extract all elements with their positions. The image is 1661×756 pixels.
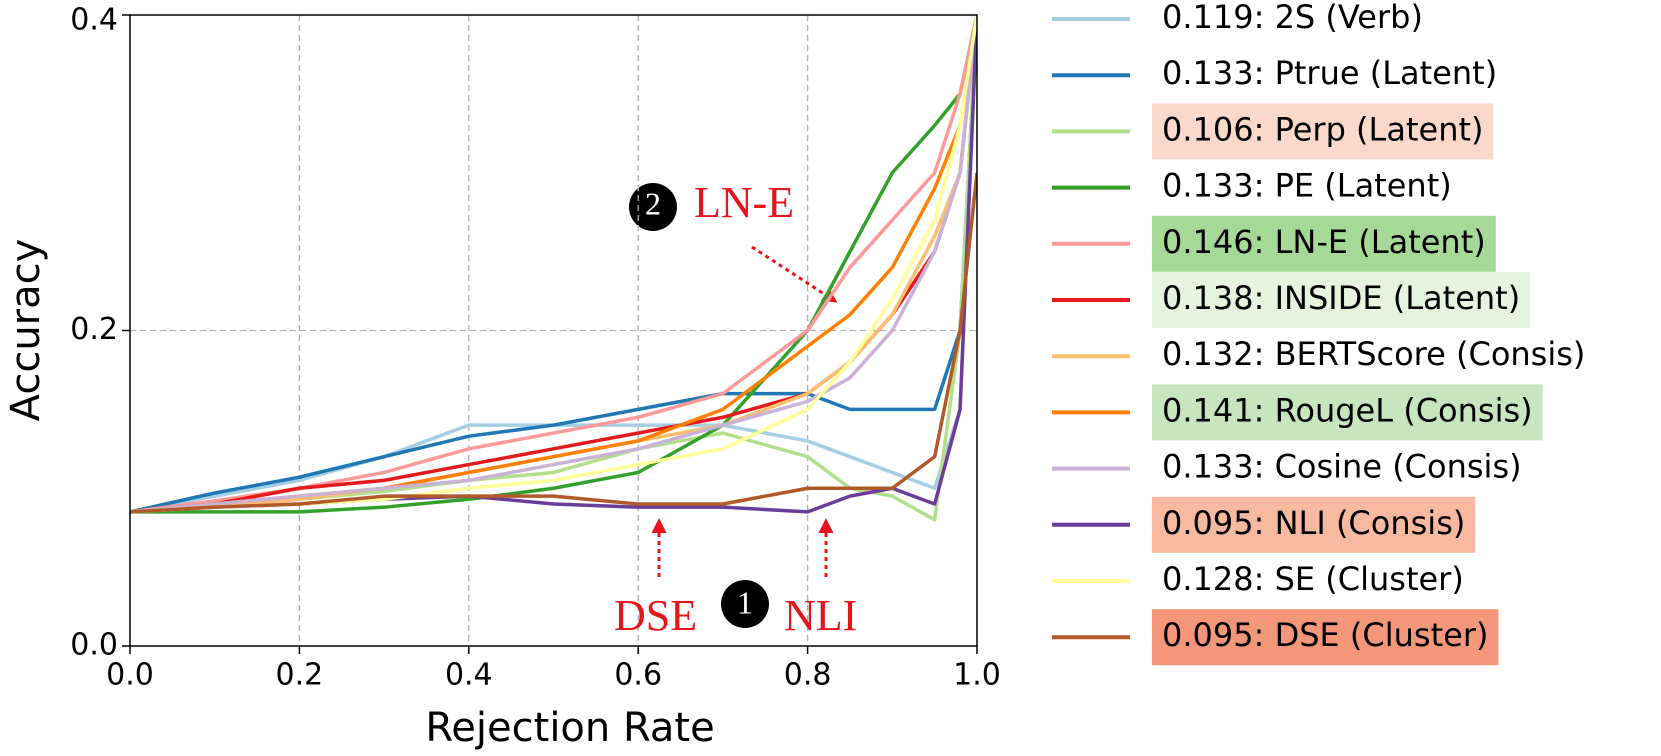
legend-highlight <box>1152 103 1494 160</box>
series-line <box>130 15 977 514</box>
y-tick-label: 0.0 <box>70 628 118 663</box>
series-line <box>130 15 977 514</box>
series-line <box>130 15 977 514</box>
badge <box>629 183 677 231</box>
x-tick-label: 0.8 <box>784 658 832 693</box>
y-tick-label: 0.2 <box>70 312 118 347</box>
legend-highlight <box>1152 215 1496 272</box>
series-line <box>130 15 977 514</box>
series-line <box>130 15 977 514</box>
annotation-arrows <box>651 245 838 577</box>
plot-frame <box>129 14 978 647</box>
legend-label: 0.138: INSIDE (Latent) <box>1162 279 1520 317</box>
x-tick-label: 0.6 <box>614 658 662 693</box>
legend-label: 0.146: LN-E (Latent) <box>1162 223 1486 261</box>
legend-label: 0.119: 2S (Verb) <box>1162 0 1423 36</box>
plot-lines <box>130 15 977 522</box>
badge <box>721 580 769 628</box>
annotation: 1 <box>737 584 753 620</box>
legend-label: 0.128: SE (Cluster) <box>1162 560 1464 598</box>
legend-label: 0.133: Cosine (Consis) <box>1162 448 1522 486</box>
legend-label: 0.095: DSE (Cluster) <box>1162 616 1488 654</box>
x-tick-label: 0.2 <box>276 658 324 693</box>
legend-highlight <box>1152 272 1531 328</box>
legend-label: 0.141: RougeL (Consis) <box>1162 391 1533 429</box>
legend-label: 0.133: PE (Latent) <box>1162 167 1452 205</box>
x-tick-label: 0.0 <box>106 658 154 693</box>
legend-highlight <box>1152 609 1499 666</box>
x-axis-title: Rejection Rate <box>425 705 714 751</box>
y-axis-title: Accuracy <box>3 239 49 422</box>
legend-label: 0.132: BERTScore (Consis) <box>1162 335 1585 373</box>
series-line <box>130 15 977 514</box>
annotation: 2 <box>645 185 661 221</box>
legend-label: 0.095: NLI (Consis) <box>1162 504 1465 542</box>
series-line <box>130 15 977 514</box>
annotation: LN-E <box>694 178 794 227</box>
x-tick-label: 1.0 <box>953 658 1001 693</box>
x-tick-label: 0.4 <box>445 658 493 693</box>
legend-highlight <box>1152 384 1543 441</box>
legend-label: 0.133: Ptrue (Latent) <box>1162 54 1497 92</box>
series-line <box>130 15 977 514</box>
legend-highlight <box>1152 496 1476 553</box>
legend-label: 0.106: Perp (Latent) <box>1162 110 1484 148</box>
series-line <box>130 15 977 514</box>
series-line <box>130 15 977 514</box>
y-tick-label: 0.4 <box>70 3 118 38</box>
series-line <box>130 172 977 514</box>
annotation: NLI <box>784 591 857 640</box>
annotation: DSE <box>614 591 697 640</box>
